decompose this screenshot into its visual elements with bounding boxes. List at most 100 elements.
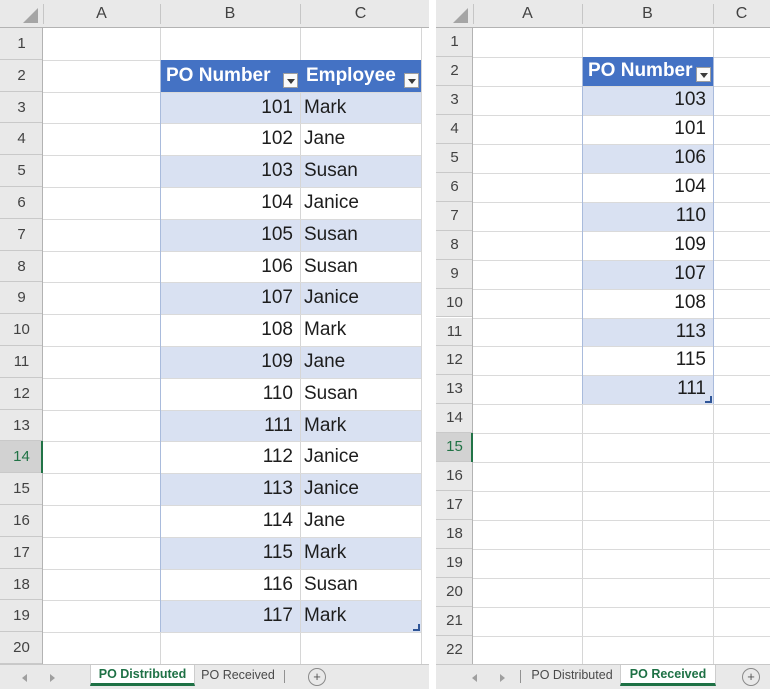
row-header-16[interactable]: 16 bbox=[436, 462, 473, 492]
row-header-9[interactable]: 9 bbox=[0, 282, 43, 315]
cell-value[interactable]: Mark bbox=[304, 319, 347, 341]
row-header-2[interactable]: 2 bbox=[0, 59, 43, 92]
column-header-B[interactable]: B bbox=[642, 5, 653, 22]
cell-value[interactable]: Janice bbox=[304, 446, 359, 468]
sheet-tab-po-distributed[interactable]: PO Distributed bbox=[90, 665, 195, 686]
cell-value[interactable]: Susan bbox=[304, 255, 358, 277]
cell-value[interactable]: 101 bbox=[261, 96, 293, 118]
table-header-cell[interactable]: PO Number bbox=[588, 59, 693, 81]
cell-value[interactable]: Jane bbox=[304, 351, 346, 372]
row-header-11[interactable]: 11 bbox=[0, 346, 43, 378]
cell-value[interactable]: Mark bbox=[304, 541, 347, 563]
cell-value[interactable]: 107 bbox=[261, 287, 293, 309]
cell-value[interactable]: Mark bbox=[304, 96, 347, 118]
cell-value[interactable]: 101 bbox=[674, 117, 706, 139]
select-all-corner[interactable] bbox=[0, 0, 43, 28]
column-header-A[interactable]: A bbox=[522, 5, 533, 22]
row-header-5[interactable]: 5 bbox=[436, 143, 473, 173]
row-header-4[interactable]: 4 bbox=[436, 114, 473, 144]
cell-value[interactable]: 111 bbox=[677, 378, 706, 400]
row-header-10[interactable]: 10 bbox=[0, 314, 43, 346]
cell-value[interactable]: 113 bbox=[262, 478, 293, 500]
row-header-19[interactable]: 19 bbox=[0, 600, 43, 633]
row-header-17[interactable]: 17 bbox=[436, 491, 473, 521]
cell-value[interactable]: Susan bbox=[304, 573, 358, 595]
row-header-21[interactable]: 21 bbox=[436, 607, 473, 636]
sheet-tab-po-received[interactable]: PO Received bbox=[201, 668, 275, 682]
row-header-5[interactable]: 5 bbox=[0, 155, 43, 187]
cell-value[interactable]: 108 bbox=[261, 319, 293, 341]
column-header-B[interactable]: B bbox=[224, 5, 236, 22]
filter-dropdown-button[interactable] bbox=[404, 72, 419, 88]
row-header-13[interactable]: 13 bbox=[436, 375, 473, 405]
row-header-3[interactable]: 3 bbox=[436, 85, 473, 115]
cell-value[interactable]: 111 bbox=[264, 414, 293, 436]
add-sheet-button[interactable]: + bbox=[742, 668, 760, 686]
row-header-6[interactable]: 6 bbox=[436, 172, 473, 202]
cell-value[interactable]: Susan bbox=[304, 160, 358, 182]
row-header-22[interactable]: 22 bbox=[436, 635, 473, 665]
row-header-11[interactable]: 11 bbox=[436, 317, 473, 347]
table-header-cell[interactable]: Employee bbox=[306, 64, 396, 86]
table-resize-handle[interactable] bbox=[413, 624, 420, 632]
select-all-corner[interactable] bbox=[436, 0, 473, 28]
row-header-17[interactable]: 17 bbox=[0, 536, 43, 569]
row-header-4[interactable]: 4 bbox=[0, 123, 43, 156]
cell-value[interactable]: 102 bbox=[261, 128, 293, 150]
row-header-1[interactable]: 1 bbox=[436, 28, 473, 57]
row-header-7[interactable]: 7 bbox=[436, 201, 473, 231]
cell-value[interactable]: 115 bbox=[675, 349, 706, 371]
row-header-8[interactable]: 8 bbox=[436, 230, 473, 260]
row-header-6[interactable]: 6 bbox=[0, 187, 43, 219]
tab-scroll-left-icon[interactable] bbox=[22, 674, 27, 682]
cell-value[interactable]: Susan bbox=[304, 223, 358, 245]
sheet-tab-po-received[interactable]: PO Received bbox=[620, 665, 716, 686]
column-header-A[interactable]: A bbox=[96, 5, 107, 22]
cell-value[interactable]: 113 bbox=[675, 320, 706, 342]
tab-scroll-right-icon[interactable] bbox=[500, 674, 505, 682]
column-header-C[interactable]: C bbox=[354, 5, 367, 22]
row-header-18[interactable]: 18 bbox=[436, 520, 473, 550]
row-header-14[interactable]: 14 bbox=[0, 441, 43, 474]
cell-value[interactable]: 110 bbox=[262, 382, 293, 404]
cell-value[interactable]: Susan bbox=[304, 382, 358, 404]
row-header-12[interactable]: 12 bbox=[0, 377, 43, 410]
cell-value[interactable]: 112 bbox=[262, 446, 293, 468]
row-header-18[interactable]: 18 bbox=[0, 568, 43, 601]
row-header-16[interactable]: 16 bbox=[0, 505, 43, 537]
cell-value[interactable]: 108 bbox=[674, 291, 706, 313]
table-resize-handle[interactable] bbox=[705, 396, 712, 404]
row-header-14[interactable]: 14 bbox=[436, 404, 473, 434]
cell-value[interactable]: 107 bbox=[674, 262, 706, 284]
row-header-15[interactable]: 15 bbox=[436, 433, 473, 463]
cell-value[interactable]: Mark bbox=[304, 605, 347, 627]
filter-dropdown-button[interactable] bbox=[696, 66, 711, 82]
cell-value[interactable]: 103 bbox=[674, 88, 706, 110]
table-header-cell[interactable]: PO Number bbox=[166, 64, 271, 86]
row-header-3[interactable]: 3 bbox=[0, 91, 43, 124]
tab-scroll-left-icon[interactable] bbox=[472, 674, 477, 682]
filter-dropdown-button[interactable] bbox=[283, 72, 298, 88]
column-header-C[interactable]: C bbox=[735, 5, 748, 22]
row-header-9[interactable]: 9 bbox=[436, 259, 473, 289]
row-header-12[interactable]: 12 bbox=[436, 346, 473, 376]
row-header-8[interactable]: 8 bbox=[0, 250, 43, 283]
cell-value[interactable]: 109 bbox=[261, 351, 293, 372]
cell-value[interactable]: 114 bbox=[262, 510, 293, 531]
add-sheet-button[interactable]: + bbox=[308, 668, 326, 686]
cell-value[interactable]: 104 bbox=[674, 175, 706, 197]
cell-value[interactable]: Jane bbox=[304, 510, 346, 531]
tab-scroll-right-icon[interactable] bbox=[50, 674, 55, 682]
cell-value[interactable]: Janice bbox=[304, 478, 359, 500]
cell-value[interactable]: Mark bbox=[304, 414, 347, 436]
row-header-10[interactable]: 10 bbox=[436, 288, 473, 318]
row-header-13[interactable]: 13 bbox=[0, 409, 43, 442]
cell-value[interactable]: 109 bbox=[674, 233, 706, 255]
row-header-20[interactable]: 20 bbox=[0, 632, 43, 664]
row-header-1[interactable]: 1 bbox=[0, 28, 43, 60]
cell-value[interactable]: 115 bbox=[262, 541, 293, 563]
cell-value[interactable]: 105 bbox=[261, 223, 293, 245]
cell-value[interactable]: Janice bbox=[304, 287, 359, 309]
cell-value[interactable]: 106 bbox=[674, 146, 706, 168]
cell-value[interactable]: 106 bbox=[261, 255, 293, 277]
